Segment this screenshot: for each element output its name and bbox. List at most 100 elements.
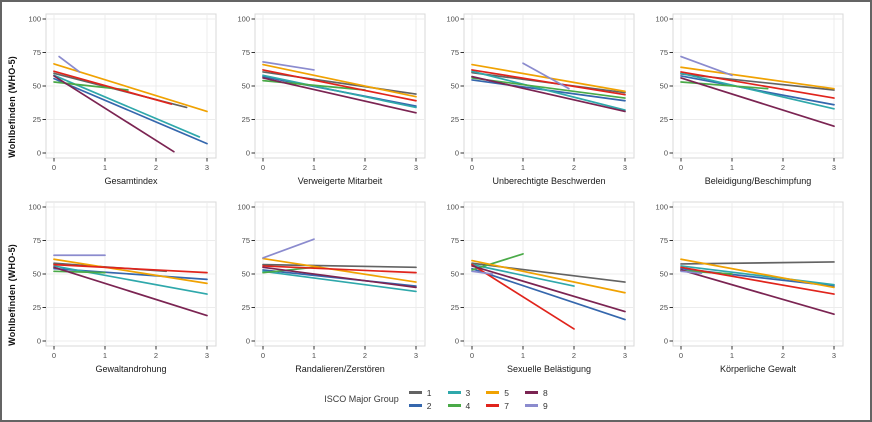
x-tick-label: 3 (414, 351, 418, 360)
legend-item-label: 4 (465, 400, 471, 411)
y-tick-label: 0 (246, 149, 250, 158)
y-tick-label: 0 (664, 149, 668, 158)
panel-randalieren-zerst-ren: 0 25 50 75 100 0 1 2 3 Randalieren/Zerstören (228, 194, 437, 382)
legend-swatch-icon (486, 391, 500, 394)
series-line-group-7 (262, 265, 417, 274)
series-line-group-4 (471, 77, 626, 99)
panel-unberechtigte-beschwerden: 0 25 50 75 100 0 1 2 3 Unberechtigte Beschwerden (437, 6, 646, 194)
y-tick-label: 100 (237, 15, 250, 24)
x-tick-label: 3 (205, 351, 209, 360)
series-line-group-8 (53, 266, 208, 317)
plot-randalieren-zerst-ren: 0 25 50 75 100 0 1 2 3 (237, 201, 426, 360)
legend-item-5: 5 (486, 386, 509, 399)
plot-sexuelle-bel-stigung: 0 25 50 75 100 0 1 2 3 (446, 201, 635, 360)
y-tick-label: 75 (242, 48, 250, 57)
legend-item-9: 9 (525, 399, 548, 412)
plot-beleidigung-beschimpfung: 0 25 50 75 100 0 1 2 3 (655, 13, 844, 172)
series-line-group-3 (262, 74, 417, 109)
y-tick-label: 100 (28, 203, 41, 212)
y-tick-label: 50 (33, 82, 41, 91)
series-line-group-9 (471, 270, 494, 275)
legend-item-label: 8 (543, 387, 548, 398)
legend-item-label: 7 (504, 400, 509, 411)
legend-title: ISCO Major Group (324, 394, 399, 404)
panel-beleidigung-beschimpfung: 0 25 50 75 100 0 1 2 3 Beleidigung/Beschimpfung (646, 6, 855, 194)
series-line-group-5 (471, 259, 626, 294)
plot-gewaltandrohung: 0 25 50 75 100 0 1 2 3 (28, 201, 217, 360)
x-tick-label: 0 (261, 351, 265, 360)
y-tick-label: 25 (451, 115, 459, 124)
y-tick-label: 100 (28, 15, 41, 24)
x-axis-label-k-rperliche-gewalt: Körperliche Gewalt (719, 364, 797, 374)
series-line-group-7 (680, 71, 835, 99)
series-line-group-8 (680, 269, 835, 316)
legend-item-label: 9 (543, 400, 548, 411)
y-tick-label: 0 (246, 337, 250, 346)
x-tick-label: 2 (781, 163, 785, 172)
legend-swatch-icon (447, 404, 461, 407)
y-axis-label: Wohlbefinden (WHO-5) (4, 6, 19, 194)
y-tick-label: 0 (37, 149, 41, 158)
x-tick-label: 0 (52, 351, 56, 360)
y-tick-label: 25 (242, 303, 250, 312)
y-tick-label: 25 (451, 303, 459, 312)
x-tick-label: 0 (679, 351, 683, 360)
x-tick-label: 2 (154, 163, 158, 172)
series-line-group-3 (471, 70, 626, 111)
series-line-group-3 (262, 270, 417, 293)
series-line-group-5 (262, 63, 417, 98)
y-tick-label: 50 (660, 82, 668, 91)
x-tick-label: 3 (205, 163, 209, 172)
x-tick-label: 1 (730, 351, 734, 360)
facet-panels-bottom: 0 25 50 75 100 0 1 2 3 Gewaltandrohung 0 25 50 75 100 0… (19, 194, 868, 382)
y-axis-label-text: Wohlbefinden (WHO-5) (6, 56, 17, 158)
legend-item-4: 4 (447, 399, 471, 412)
panel-verweigerte-mitarbeit: 0 25 50 75 100 0 1 2 3 Verweigerte Mitarbeit (228, 6, 437, 194)
y-tick-label: 0 (455, 149, 459, 158)
x-tick-label: 1 (103, 163, 107, 172)
series-line-group-8 (262, 266, 417, 289)
y-tick-label: 75 (242, 236, 250, 245)
x-tick-label: 1 (521, 163, 525, 172)
x-tick-label: 0 (470, 163, 474, 172)
y-tick-label: 75 (660, 48, 668, 57)
y-tick-label: 0 (664, 337, 668, 346)
x-axis-label-beleidigung-beschimpfung: Beleidigung/Beschimpfung (704, 176, 812, 186)
x-tick-label: 0 (470, 351, 474, 360)
legend: ISCO Major Group 1 2 3 4 5 7 8 9 (4, 382, 868, 414)
legend-swatch-icon (447, 391, 461, 394)
y-tick-label: 25 (33, 115, 41, 124)
series-line-group-8 (53, 75, 175, 153)
x-tick-label: 2 (572, 163, 576, 172)
legend-swatch-icon (408, 391, 422, 394)
series-line-group-7 (53, 263, 208, 274)
legend-entries: 1 2 3 4 5 7 8 9 (408, 386, 548, 412)
x-tick-label: 1 (312, 163, 316, 172)
y-axis-label: Wohlbefinden (WHO-5) (4, 194, 19, 382)
series-line-group-2 (53, 77, 208, 145)
y-tick-label: 75 (33, 48, 41, 57)
y-tick-label: 25 (242, 115, 250, 124)
legend-swatch-icon (408, 404, 422, 407)
panel-gewaltandrohung: 0 25 50 75 100 0 1 2 3 Gewaltandrohung (19, 194, 228, 382)
series-line-group-9 (262, 61, 315, 71)
y-tick-label: 100 (655, 15, 668, 24)
series-line-group-8 (471, 265, 626, 313)
x-axis-label-unberechtigte-beschwerden: Unberechtigte Beschwerden (492, 176, 606, 186)
x-tick-label: 1 (521, 351, 525, 360)
y-tick-label: 50 (660, 270, 668, 279)
series-line-group-9 (522, 62, 570, 90)
facet-panels-top: 0 25 50 75 100 0 1 2 3 Gesamtindex 0 25 50 75 100 0 1 2 3 V… (19, 6, 868, 194)
y-tick-label: 0 (37, 337, 41, 346)
x-tick-label: 3 (623, 351, 627, 360)
y-tick-label: 75 (33, 236, 41, 245)
series-line-group-5 (262, 257, 417, 283)
x-tick-label: 2 (781, 351, 785, 360)
y-tick-label: 75 (660, 236, 668, 245)
facet-row-bottom: Wohlbefinden (WHO-5) 0 25 50 75 100 0 1 2 3 Gewal… (4, 194, 868, 382)
series-line-group-3 (471, 263, 575, 287)
series-line-group-3 (680, 72, 835, 110)
panel-sexuelle-bel-stigung: 0 25 50 75 100 0 1 2 3 Sexuelle Belästigung (437, 194, 646, 382)
x-tick-label: 3 (832, 163, 836, 172)
